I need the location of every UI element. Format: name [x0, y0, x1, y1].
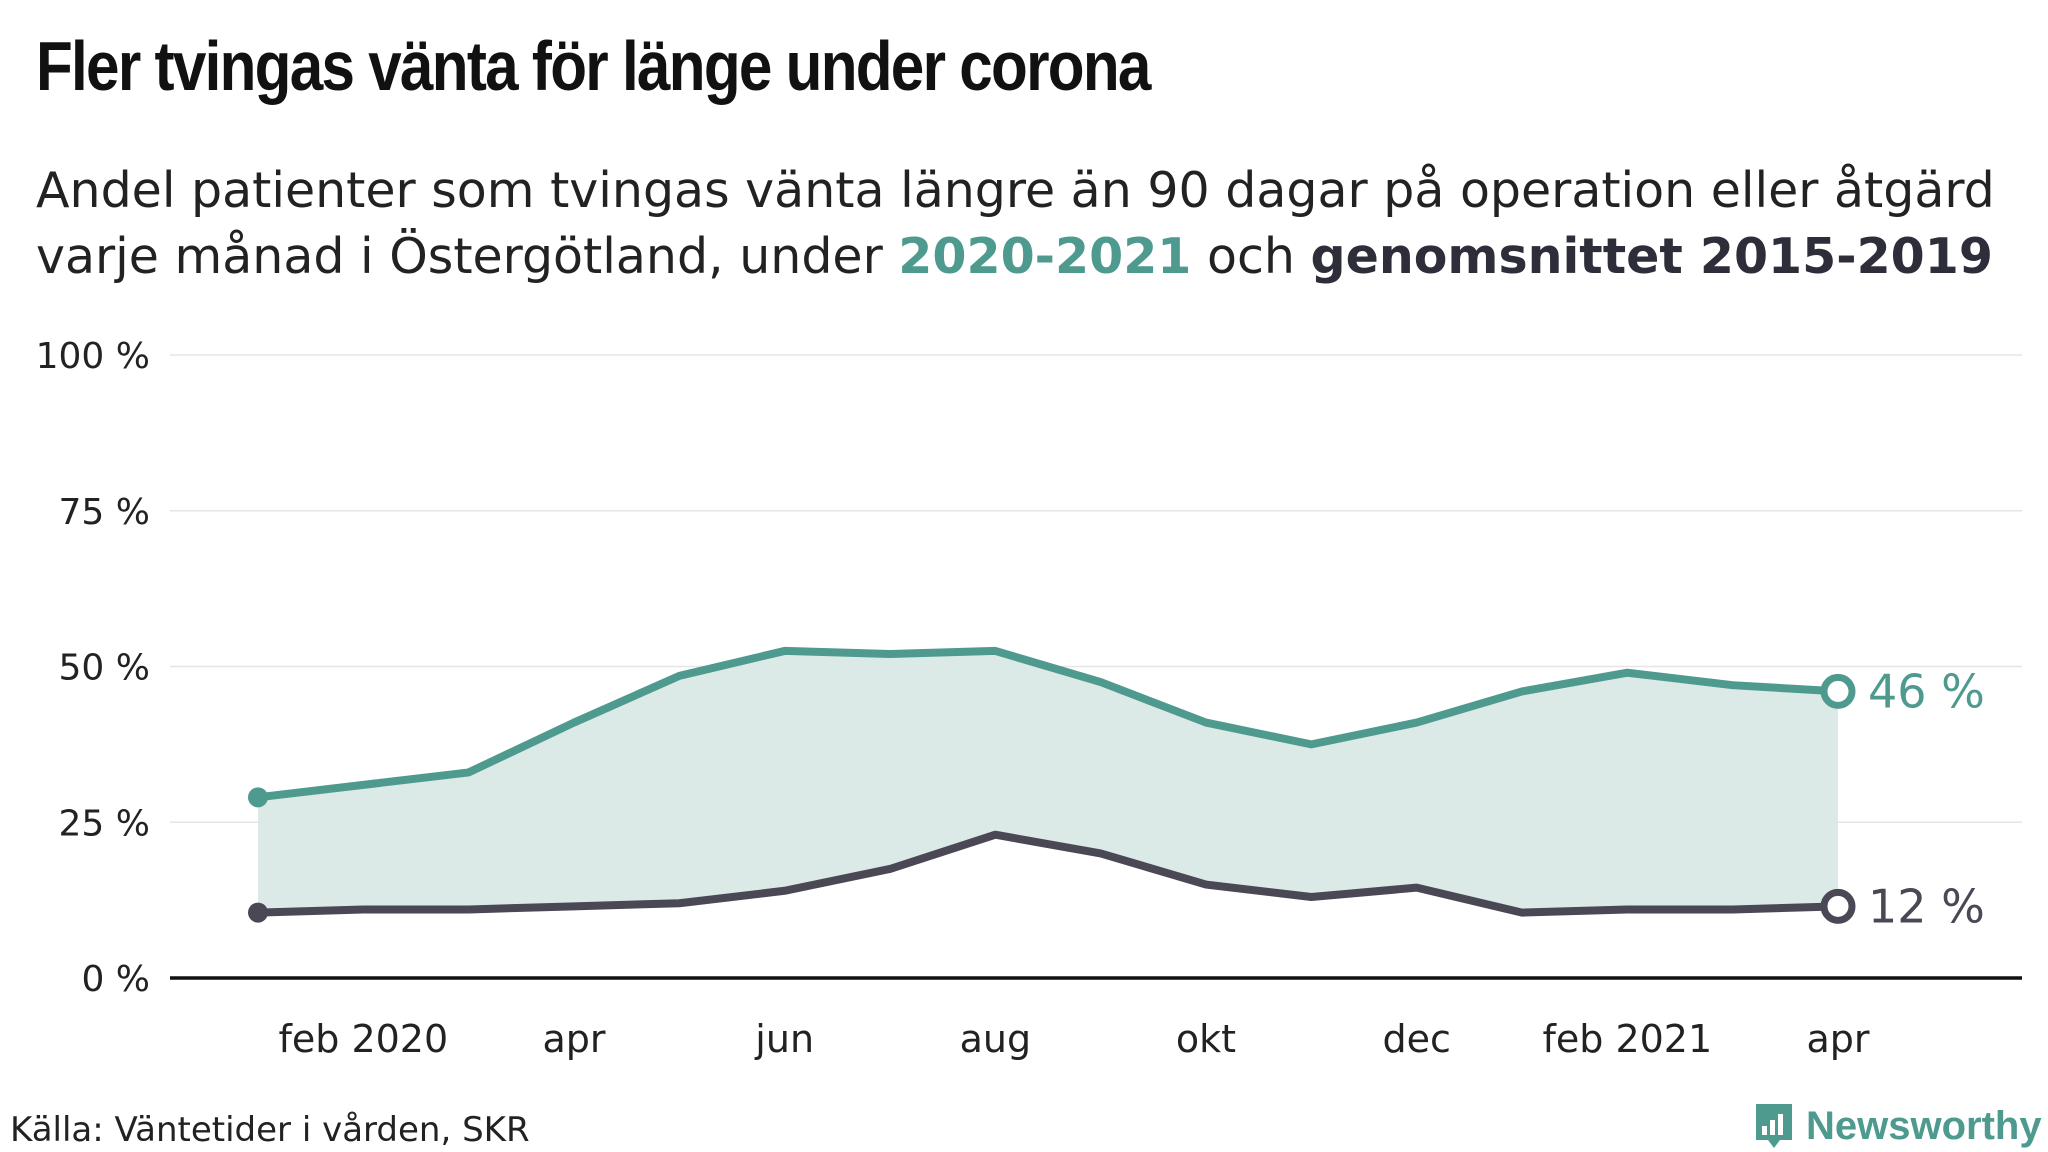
shaded-area: [258, 650, 1838, 913]
legend-current-period: 2020-2021: [898, 228, 1192, 285]
series-line-0: [254, 646, 1842, 802]
x-tick-label: aug: [960, 1017, 1032, 1061]
series-lines: [248, 646, 1856, 924]
y-tick-label: 100 %: [36, 336, 150, 377]
subtitle-line1: Andel patienter som tvingas vänta längre…: [36, 162, 1995, 219]
subtitle-connector: och: [1191, 228, 1311, 285]
series-end-point-1: [1820, 888, 1856, 924]
series-start-point-0: [248, 787, 268, 808]
x-tick-label: feb 2020: [278, 1017, 448, 1061]
y-tick-label: 0 %: [81, 959, 150, 1000]
x-tick-label: feb 2021: [1542, 1017, 1712, 1061]
chart-title: Fler tvingas vänta för länge under coron…: [36, 27, 1151, 105]
series-end-label-1: 12 %: [1868, 879, 1985, 933]
x-tick-label: dec: [1382, 1017, 1450, 1061]
subtitle-line2-prefix: varje månad i Östergötland, under: [36, 228, 899, 285]
brand-name: Newsworthy: [1806, 1103, 2042, 1148]
source-note: Källa: Väntetider i vården, SKR: [10, 1110, 530, 1150]
x-tick-label: okt: [1176, 1017, 1236, 1061]
series-line-1: [254, 830, 1842, 917]
series-end-label-0: 46 %: [1868, 664, 1985, 718]
line-chart: 0 % 25 % 50 % 75 % 100 % 46 % 12 % feb 2020 apr j…: [36, 336, 2022, 1061]
x-tick-label: apr: [542, 1017, 605, 1061]
y-tick-label: 25 %: [59, 803, 150, 844]
x-tick-label: apr: [1806, 1017, 1869, 1061]
shaded-band: [258, 650, 1838, 913]
y-tick-label: 75 %: [59, 492, 150, 533]
series-end-point-0: [1820, 673, 1856, 709]
y-tick-label: 50 %: [59, 648, 150, 689]
chart-subtitle: Andel patienter som tvingas vänta längre…: [36, 158, 1995, 290]
series-start-point-1: [248, 902, 268, 923]
bar-chart-logo-icon: [1756, 1104, 1792, 1148]
newsworthy-logo: Newsworthy: [1752, 1100, 2042, 1152]
x-tick-label: jun: [754, 1017, 814, 1061]
legend-average-period: genomsnittet 2015-2019: [1310, 228, 1993, 285]
labels: 0 % 25 % 50 % 75 % 100 % 46 % 12 % feb 2020 apr j…: [36, 336, 1985, 1061]
